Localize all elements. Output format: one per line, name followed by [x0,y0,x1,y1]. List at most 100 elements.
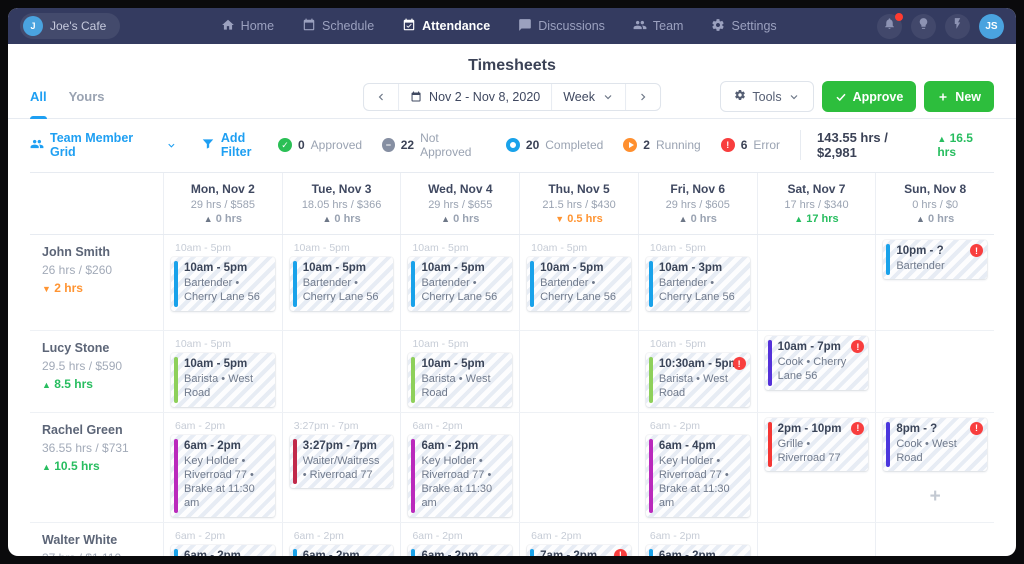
view-mode-dropdown[interactable]: Week [551,83,625,110]
shift-card[interactable]: 10am - 5pm Bartender • Cherry Lane 56 [408,257,512,311]
prev-week-button[interactable] [364,84,398,110]
shift-cell[interactable]: 6am - 2pm 6am - 4pm Key Holder • Riverroad… [637,412,757,522]
shift-cell[interactable]: 2pm - 10pm Grille • Riverroad 77! [756,412,876,522]
day-header-3[interactable]: Wed, Nov 4 29 hrs / $655 ▲ 0 hrs [400,173,519,234]
shift-cell[interactable]: 10am - 5pm 10am - 5pm Bartender • Cherry L… [400,235,519,330]
nav-item-schedule[interactable]: Schedule [302,18,374,35]
nav-item-label: Schedule [322,19,375,33]
day-header-2[interactable]: Tue, Nov 3 18.05 hrs / $366 ▲ 0 hrs [281,173,401,234]
shift-cell[interactable]: 10am - 5pm 10am - 5pm Bartender • Cherry L… [163,235,282,330]
shift-cell[interactable] [519,412,638,522]
shift-detail: Bartender [896,260,945,272]
shift-cell[interactable] [756,522,876,556]
day-header-7[interactable]: Sun, Nov 8 0 hrs / $0 ▲ 0 hrs [875,173,994,234]
shift-card[interactable]: 10am - 5pm Bartender • Cherry Lane 56 [527,257,631,311]
shift-card[interactable]: 6am - 2pm Key Holder • Riverroad 77 • Bra… [171,435,275,517]
shift-card[interactable]: 10am - 5pm Bartender • Cherry Lane 56 [290,257,394,311]
shift-card[interactable]: 10am - 3pm Bartender • Cherry Lane 56 [646,257,750,311]
shift-cell[interactable]: 10am - 5pm 10am - 3pm Bartender • Cherry L… [637,235,757,330]
delta-badge: ▲ 17 hrs [794,213,839,225]
shift-card[interactable]: 6am - 4pm Key Holder • Riverroad 77 • Bra… [646,435,750,517]
tab-yours[interactable]: Yours [68,89,105,104]
next-week-button[interactable] [624,83,660,110]
day-header-5[interactable]: Fri, Nov 6 29 hrs / $605 ▲ 0 hrs [637,173,757,234]
shift-time: 10pm - ? [896,245,944,257]
shift-cell[interactable]: 10am - 5pm 10am - 5pm Barista • West Road [400,331,519,412]
shift-cell[interactable]: 10am - 5pm 10am - 5pm Bartender • Cherry L… [281,235,401,330]
shift-card[interactable]: 3:27pm - 7pm Waiter/Waitress • Riverroad … [290,435,394,489]
nav-item-home[interactable]: Home [221,18,274,35]
shift-cell[interactable]: 6am - 2pm 7am - 2pmBartender • Cherry Lan… [519,522,638,556]
error-status-icon: ! [720,138,735,152]
add-shift-button[interactable]: + [929,485,941,507]
date-range-button[interactable]: Nov 2 - Nov 8, 2020 [398,83,551,110]
shift-card[interactable]: 6am - 2pmBartender • Cherry Lane 56 • Br… [171,545,275,556]
shift-card[interactable]: 6am - 2pmBartender • Cherry Lane 56 • Br… [408,545,512,556]
view-mode-label: Week [563,89,595,104]
shift-card[interactable]: 2pm - 10pm Grille • Riverroad 77! [765,418,869,472]
shift-card[interactable]: 6am - 2pmBartender • Cherry Lane 56 • Br… [646,545,750,556]
tab-all[interactable]: All [30,75,47,119]
shift-cell[interactable] [875,331,994,412]
shift-color-bar [292,548,297,556]
shift-cell[interactable]: 6am - 2pm 6am - 2pmBartender • Cherry Lan… [400,522,519,556]
shift-card[interactable]: 10am - 5pm Barista • West Road [171,353,275,407]
shift-cell[interactable]: 8pm - ? Cook • West Road! + [875,412,994,522]
shift-detail: Cook • West Road [896,437,957,464]
nav-item-team[interactable]: Team [633,18,683,35]
nav-item-settings[interactable]: Settings [711,18,777,35]
quick-actions-button[interactable] [945,13,970,39]
workspace-switcher[interactable]: J Joe's Cafe [20,13,121,39]
shift-card[interactable]: 8pm - ? Cook • West Road! [883,418,987,472]
shift-color-bar [174,357,178,403]
shift-cell[interactable] [519,331,638,412]
shift-cell[interactable] [756,235,876,330]
shift-cell[interactable]: 10am - 5pm 10:30am - 5pm Barista • West Ro… [637,331,757,412]
nav-item-attendance[interactable]: Attendance [402,18,490,35]
nav-item-discussions[interactable]: Discussions [518,18,605,35]
shift-cell[interactable]: 6am - 2pm 6am - 2pm Key Holder • Riverroad… [163,412,282,522]
shift-card[interactable]: 10am - 7pm Cook • Cherry Lane 56! [765,336,869,390]
shift-card[interactable]: 10pm - ? Bartender! [883,240,987,279]
shift-card[interactable]: 10:30am - 5pm Barista • West Road! [646,353,750,407]
status-completed[interactable]: 20 Completed [505,138,603,152]
shift-cell[interactable]: 3:27pm - 7pm 3:27pm - 7pm Waiter/Waitress … [281,412,401,522]
shift-cell[interactable]: 10am - 5pm 10am - 5pm Barista • West Road [163,331,282,412]
shift-card[interactable]: 10am - 5pm Bartender • Cherry Lane 56 [171,257,275,311]
tools-dropdown[interactable]: Tools [720,81,814,112]
shift-cell[interactable]: 10am - 7pm Cook • Cherry Lane 56! [756,331,876,412]
shift-cell[interactable] [875,522,994,556]
notifications-button[interactable] [877,12,903,39]
shift-card[interactable]: 7am - 2pmBartender • Cherry Lane 56 • Br… [527,545,631,556]
error-icon: ! [851,340,865,353]
add-filter-button[interactable]: Add Filter [201,131,278,159]
day-header-4[interactable]: Thu, Nov 5 21.5 hrs / $430 ▼ 0.5 hrs [519,173,638,234]
status-error[interactable]: ! 6 Error [720,138,780,152]
status-running[interactable]: 2 Running [623,138,701,152]
day-header-1[interactable]: Mon, Nov 2 29 hrs / $585 ▲ 0 hrs [163,173,282,234]
workspace-name: Joe's Cafe [50,19,107,33]
grid-type-dropdown[interactable]: Team Member Grid [30,131,177,159]
user-avatar[interactable]: JS [979,13,1004,39]
team-icon [633,18,647,35]
shift-card[interactable]: 10am - 5pm Barista • West Road [408,353,512,407]
tips-button[interactable] [911,13,936,39]
shift-cell[interactable]: 10am - 5pm 10am - 5pm Bartender • Cherry L… [519,235,638,330]
shift-card[interactable]: 6am - 2pmBartender • Cherry Lane 56 • Br… [290,545,394,556]
shift-cell[interactable]: 10pm - ? Bartender! [875,235,994,330]
status-approved[interactable]: ✓ 0 Approved [277,138,362,152]
shift-card[interactable]: 6am - 2pm Key Holder • Riverroad 77 • Bra… [408,435,512,517]
shift-cell[interactable] [281,331,401,412]
day-header-6[interactable]: Sat, Nov 7 17 hrs / $340 ▲ 17 hrs [756,173,876,234]
new-button[interactable]: New [924,81,994,112]
scheduled-time: 6am - 2pm [412,529,463,542]
status-not-approved[interactable]: −22 Not Approved [382,131,486,159]
employee-name: Walter White [42,532,118,547]
shift-cell[interactable]: 6am - 2pm 6am - 2pm Key Holder • Riverroad… [400,412,519,522]
approve-button[interactable]: Approve [821,81,917,112]
delta-badge: ▲ 0 hrs [916,213,955,225]
